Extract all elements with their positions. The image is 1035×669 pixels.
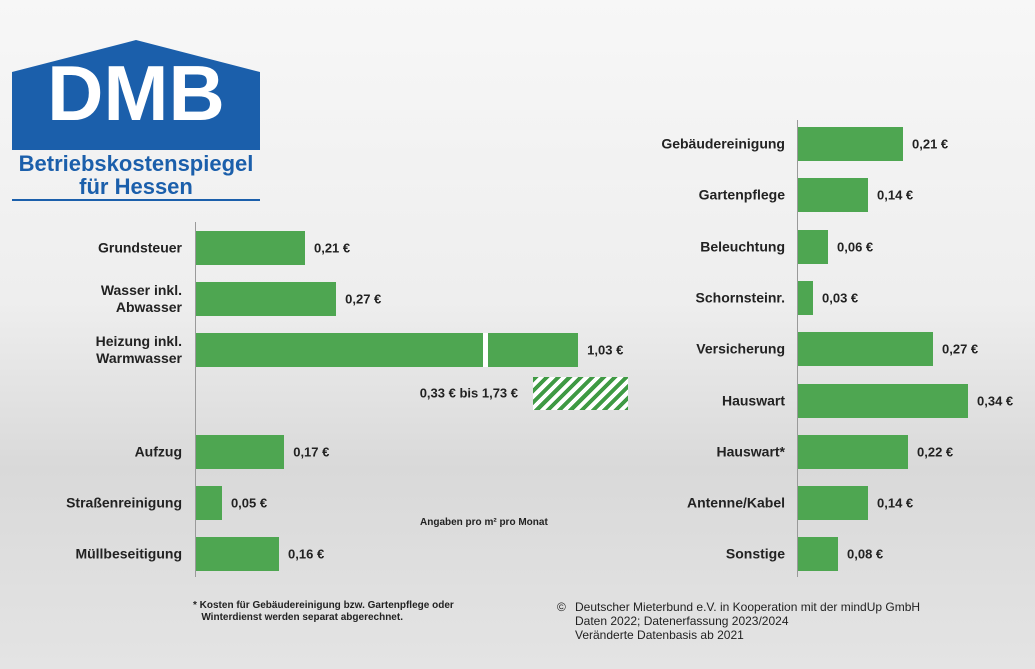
copyright-sign: © (557, 600, 566, 614)
range-annotation: 0,33 € bis 1,73 € (420, 386, 518, 401)
category-label: Schornsteinr. (696, 289, 785, 306)
value-label: 0,22 € (917, 444, 953, 459)
category-label: Hauswart* (717, 443, 785, 460)
bar (798, 332, 933, 366)
category-label: Heizung inkl. Warmwasser (96, 333, 182, 367)
category-label: Beleuchtung (700, 238, 785, 255)
value-label: 0,27 € (942, 342, 978, 357)
category-label: Aufzug (135, 444, 182, 461)
category-label: Antenne/Kabel (687, 495, 785, 512)
category-label: Straßenreinigung (66, 495, 182, 512)
bar (798, 178, 868, 212)
bar (196, 435, 284, 469)
bar (798, 230, 828, 264)
category-label: Müllbeseitigung (75, 546, 182, 563)
value-label: 1,03 € (587, 343, 623, 358)
bar (196, 231, 305, 265)
value-label: 0,08 € (847, 547, 883, 562)
category-label: Grundsteuer (98, 240, 182, 257)
unit-note: Angaben pro m² pro Monat (420, 517, 548, 528)
axis-line (195, 222, 196, 577)
bar (196, 486, 222, 520)
bar (798, 281, 813, 315)
category-label: Wasser inkl. Abwasser (101, 282, 182, 316)
value-label: 0,03 € (822, 290, 858, 305)
range-hatch (533, 377, 628, 410)
bar (196, 333, 578, 367)
value-label: 0,17 € (293, 445, 329, 460)
bar (798, 486, 868, 520)
value-label: 0,27 € (345, 292, 381, 307)
bar (798, 435, 908, 469)
footnote: * Kosten für Gebäudereinigung bzw. Garte… (193, 600, 454, 624)
page: DMB Betriebskostenspiegel für Hessen 0,3… (0, 0, 1035, 669)
source: Deutscher Mieterbund e.V. in Kooperation… (575, 600, 920, 642)
value-label: 0,06 € (837, 239, 873, 254)
value-label: 0,21 € (314, 241, 350, 256)
logo-subtitle: Betriebskostenspiegel für Hessen (12, 152, 260, 198)
value-label: 0,16 € (288, 547, 324, 562)
value-label: 0,05 € (231, 496, 267, 511)
value-label: 0,34 € (977, 393, 1013, 408)
value-label: 0,14 € (877, 188, 913, 203)
bar (798, 384, 968, 418)
category-label: Gartenpflege (699, 187, 785, 204)
bar (196, 282, 336, 316)
logo-text: DMB (47, 49, 225, 137)
category-label: Hauswart (722, 392, 785, 409)
category-label: Gebäudereinigung (661, 136, 785, 153)
bar (798, 537, 838, 571)
category-label: Versicherung (696, 341, 785, 358)
bar (798, 127, 903, 161)
value-label: 0,21 € (912, 137, 948, 152)
bar (196, 537, 279, 571)
value-label: 0,14 € (877, 496, 913, 511)
category-label: Sonstige (726, 546, 785, 563)
